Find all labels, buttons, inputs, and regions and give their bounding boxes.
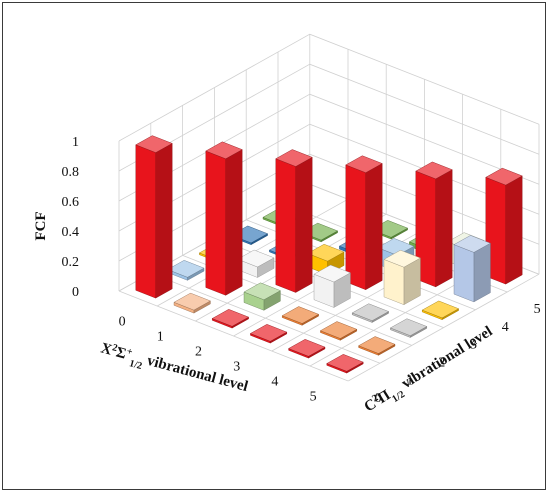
bar-face-top [319,321,358,339]
bar-face-right [155,143,173,299]
bar-face-top [307,243,345,262]
x-axis-title-sub: 1/2 [128,358,143,372]
bar-face-front [453,244,475,303]
bar-x3-y3 [345,155,383,291]
floor-line-y-0 [118,290,349,382]
bar-face-top [453,235,491,253]
bar-face-top [389,318,428,336]
z-tick-label: 0.4 [62,225,80,240]
bar-x1-y0 [173,292,211,314]
labels-layer: 0 0.2 0.4 0.6 0.8 1 0 1 2 3 4 5 0 1 2 3 4 5 [62,135,541,406]
bar-x5-y2 [389,318,428,338]
bar-face-right [435,169,453,288]
bar-x5-y4 [453,235,491,303]
bar-face-right [295,156,313,293]
bar-face-top [281,306,320,324]
x-axis-title-mid: Σ [114,345,128,363]
bar-face-right [505,175,523,285]
z-tick-label: 0.6 [62,195,80,210]
bar-x2-y1 [243,282,281,311]
bar-face-top [249,324,288,342]
bar-face-front [135,144,156,299]
bar-x5-y5 [485,167,523,285]
bar-x2-y2 [275,149,313,293]
bar-x5-y1 [358,336,396,356]
x-axis-title-main: X [99,340,114,358]
bar-face-front [205,150,226,296]
bar-x5-y3 [421,300,460,321]
bar-x1-y1 [205,141,243,296]
x-axis-title: X2Σ+1/2 vibrational level [98,339,250,399]
bar-face-top [345,155,383,173]
y-axis-title: C2Π1/2 vibrational level [361,322,498,419]
z-tick-label: 1 [72,135,79,150]
bar-face-top [243,282,281,301]
bar-face-top [211,309,250,327]
bar-face-right [225,149,243,296]
bar-x0-y0 [135,135,173,299]
gridline-z-3 [118,93,540,202]
bar-x0-y1 [167,260,205,281]
bar-face-top [485,167,523,186]
bar-x4-y3 [383,249,421,306]
x-tick-label: 2 [195,345,202,360]
bar-face-top [173,292,211,311]
y-tick-label: 2 [438,356,445,371]
bar-x2-y3 [307,243,345,276]
y-tick-label: 3 [470,338,477,353]
bar-face-top [237,249,275,268]
bar-face-right [473,242,491,303]
y-axis-title-sup1: 2 [370,392,380,404]
x-tick-label: 5 [310,390,317,405]
x-tick-label: 1 [157,330,164,345]
bar-x3-y0 [249,324,288,344]
z-axis-title: FCF [33,211,49,240]
bar-x4-y2 [351,303,390,323]
x-axis-title-sup2: + [125,346,134,358]
bar-x1-y2 [237,249,275,278]
x-tick-label: 4 [271,375,278,390]
gridline-z-2 [118,123,540,232]
bar-face-top [135,135,173,153]
x-tick-label: 3 [233,360,240,375]
bar-face-front [275,158,296,293]
bar-face-top [358,336,396,354]
bar-face-top [205,141,243,160]
y-tick-label: 4 [502,320,509,335]
y-tick-label: 0 [375,391,382,406]
bar-face-top [351,303,390,321]
bar-face-right [365,163,383,291]
bar-face-top [421,300,460,319]
z-tick-label: 0.8 [62,165,80,180]
bar-face-top [288,339,326,357]
bar-face-top [415,161,453,180]
y-tick-label: 5 [534,302,541,317]
bars-layer [135,135,523,374]
bar-face-top [313,264,351,283]
bar-face-top [275,149,313,167]
z-tick-label: 0.2 [62,255,80,270]
x-axis-title-sup1: 2 [111,342,119,354]
z-tick-label: 0 [72,285,79,300]
bar-x4-y0 [288,339,326,359]
bar-x4-y1 [319,321,358,341]
bar-face-top [383,249,421,268]
floor-line-y-1 [150,272,381,364]
bar-x5-y0 [326,354,364,374]
bar-x2-y0 [211,309,250,329]
bar-x3-y1 [281,306,320,326]
gridline-z-4 [118,63,540,172]
bar-x3-y2 [313,264,351,308]
gridline-z-5 [118,33,540,142]
bar-face-front [345,164,366,290]
y-tick-label: 1 [406,373,413,388]
x-tick-label: 0 [119,315,126,330]
bar-x4-y4 [415,161,453,288]
bar-face-top [326,354,364,372]
bar-face-top [167,260,205,278]
bar-face-top [377,238,415,256]
